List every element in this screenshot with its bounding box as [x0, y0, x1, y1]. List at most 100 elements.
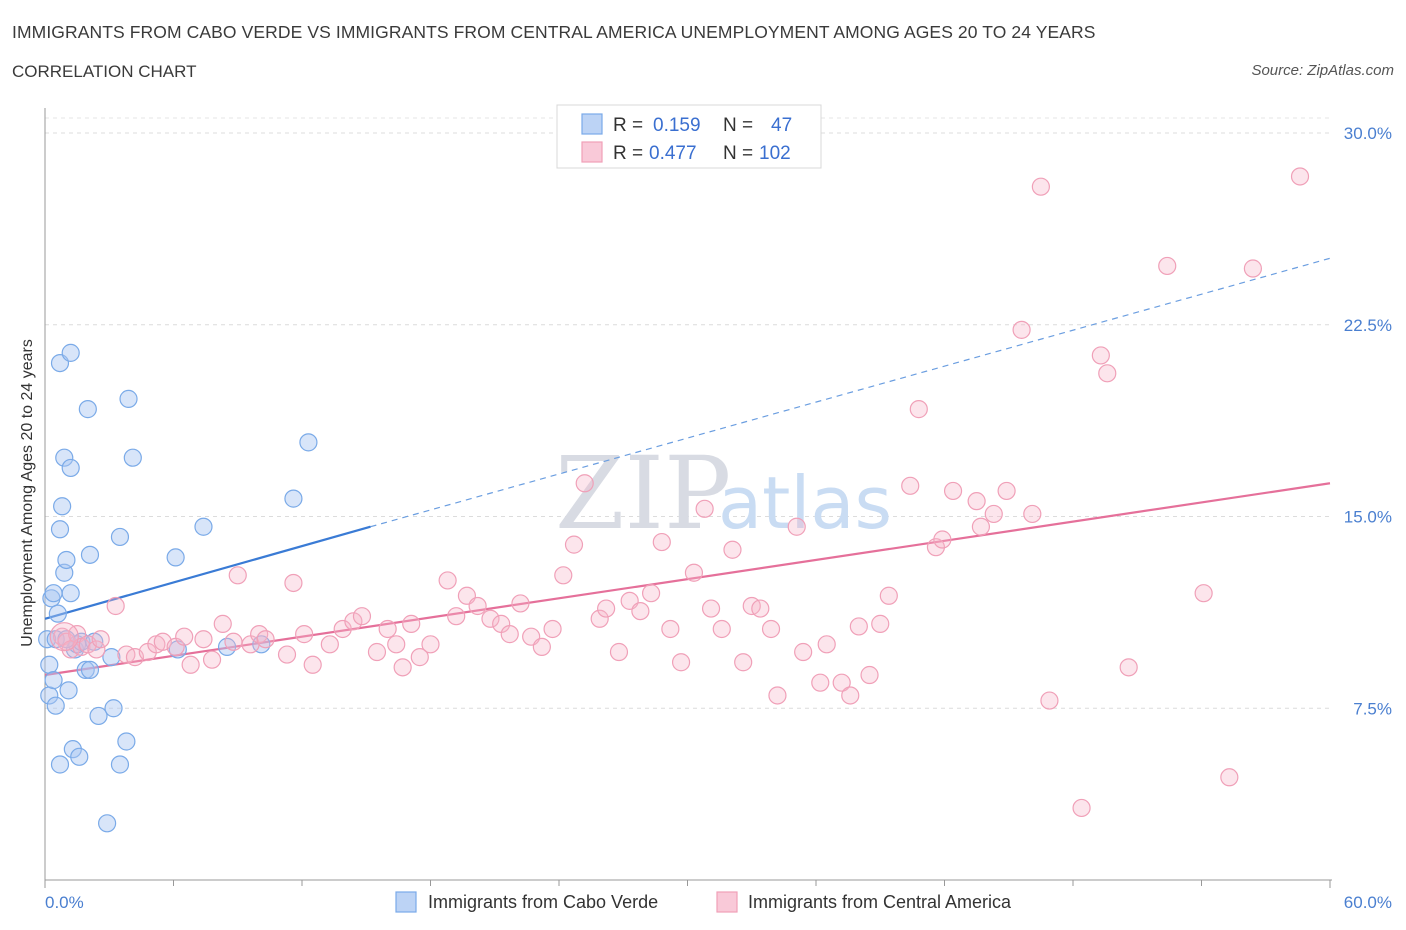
central-america-point [175, 627, 194, 646]
central-america-point [511, 594, 530, 613]
y-tick-label: 22.5% [1344, 316, 1392, 335]
central-america-point [481, 609, 500, 628]
central-america-point [1012, 320, 1031, 339]
central-america-point [500, 625, 519, 644]
central-america-point [901, 476, 920, 495]
central-america-point [564, 535, 584, 554]
central-america-point [860, 665, 879, 685]
central-america-point [421, 635, 440, 654]
legend-n-value-1: 47 [771, 115, 792, 136]
central-america-point [1031, 177, 1050, 196]
x-tick-label: 60.0% [1344, 893, 1392, 912]
legend-n-value-2: 102 [759, 143, 791, 164]
cabo-verde-point [44, 584, 63, 603]
central-america-point [811, 673, 830, 692]
source-label: Source: ZipAtlas.com [1251, 62, 1394, 79]
central-america-point [943, 481, 963, 501]
cabo-verde-point [57, 550, 76, 570]
central-america-point [91, 630, 110, 649]
bottom-legend-label-cabo-verde: Immigrants from Cabo Verde [428, 892, 658, 912]
y-axis-label: Unemployment Among Ages 20 to 24 years [19, 339, 36, 647]
cabo-verde-point [104, 699, 123, 718]
cabo-verde-point [284, 489, 303, 508]
cabo-verde-point [194, 517, 213, 536]
central-america-point [590, 609, 609, 628]
cabo-verde-point [44, 671, 63, 690]
y-tick-label: 7.5% [1353, 699, 1392, 718]
chart-title: IMMIGRANTS FROM CABO VERDE VS IMMIGRANTS… [12, 22, 1096, 42]
central-america-point [609, 642, 629, 662]
central-america-point [532, 637, 551, 656]
central-america-point [554, 566, 573, 585]
central-america-point [971, 517, 991, 536]
central-america-point [393, 658, 412, 677]
y-tick-labels: 7.5% 15.0% 22.5% 30.0% [1344, 124, 1392, 718]
cabo-verde-point [299, 433, 318, 452]
cabo-verde-point [61, 343, 80, 362]
central-america-point [303, 655, 322, 674]
central-america-point [997, 481, 1016, 501]
central-america-point [841, 686, 860, 705]
watermark: ZIP atlas [555, 435, 892, 552]
cabo-verde-point [46, 696, 65, 715]
bottom-legend-swatch-cabo-verde [395, 891, 417, 913]
legend-r-value-2: 0.477 [649, 143, 697, 164]
cabo-verde-trend-extension [370, 257, 1331, 528]
central-america-point [652, 532, 671, 552]
central-america-point [984, 504, 1003, 524]
central-america-point-cluster [49, 622, 79, 652]
cabo-verde-point [102, 648, 121, 667]
cabo-verde-point [61, 458, 80, 478]
central-america-point [320, 635, 339, 654]
central-america-point [849, 617, 868, 636]
central-america-point [1040, 691, 1059, 710]
central-america-point [879, 586, 898, 605]
central-america-point [1091, 346, 1110, 365]
cabo-verde-point [50, 520, 70, 539]
central-america-point [447, 607, 466, 626]
central-america-point [468, 596, 487, 616]
cabo-verde-point [119, 389, 138, 408]
central-america-point [712, 619, 731, 639]
cabo-verde-point [110, 527, 130, 547]
legend-r-label-2: R = [613, 143, 643, 164]
central-america-point [295, 625, 314, 644]
cabo-verde-point [78, 400, 97, 419]
central-america-point [543, 619, 562, 639]
central-america-point [761, 619, 781, 639]
cabo-verde-point [80, 545, 100, 564]
central-america-point [1158, 256, 1177, 276]
x-tick-labels: 0.0% 60.0% [45, 893, 1392, 912]
axes [44, 108, 1332, 888]
central-america-point [794, 642, 813, 662]
central-america-point [344, 612, 363, 631]
y-tick-label: 30.0% [1344, 124, 1392, 143]
central-america-point [1098, 364, 1117, 383]
central-america-point [723, 540, 742, 559]
central-america-point [1290, 167, 1310, 186]
central-america-point [228, 566, 247, 585]
central-america-point [597, 599, 616, 618]
central-america-point [202, 650, 222, 669]
central-america-point [387, 635, 406, 654]
central-america-point [1194, 584, 1213, 603]
central-america-point [684, 563, 704, 582]
cabo-verde-point [50, 755, 70, 774]
central-america-point [734, 653, 753, 672]
central-america-point [817, 635, 836, 654]
central-america-point [575, 474, 594, 493]
legend-n-label-1: N = [723, 115, 753, 136]
central-america-point [256, 630, 275, 649]
central-america-point [671, 653, 691, 672]
central-america-point [909, 400, 928, 419]
central-america-point [751, 599, 770, 618]
central-america-point [1220, 768, 1239, 787]
cabo-verde-point [110, 755, 130, 774]
legend-r-value-1: 0.159 [653, 115, 701, 136]
central-america-point [181, 655, 200, 674]
central-america-point [1119, 658, 1138, 677]
central-america-point [284, 573, 303, 593]
x-tick-label: 0.0% [45, 893, 84, 912]
central-america-point [933, 530, 952, 549]
